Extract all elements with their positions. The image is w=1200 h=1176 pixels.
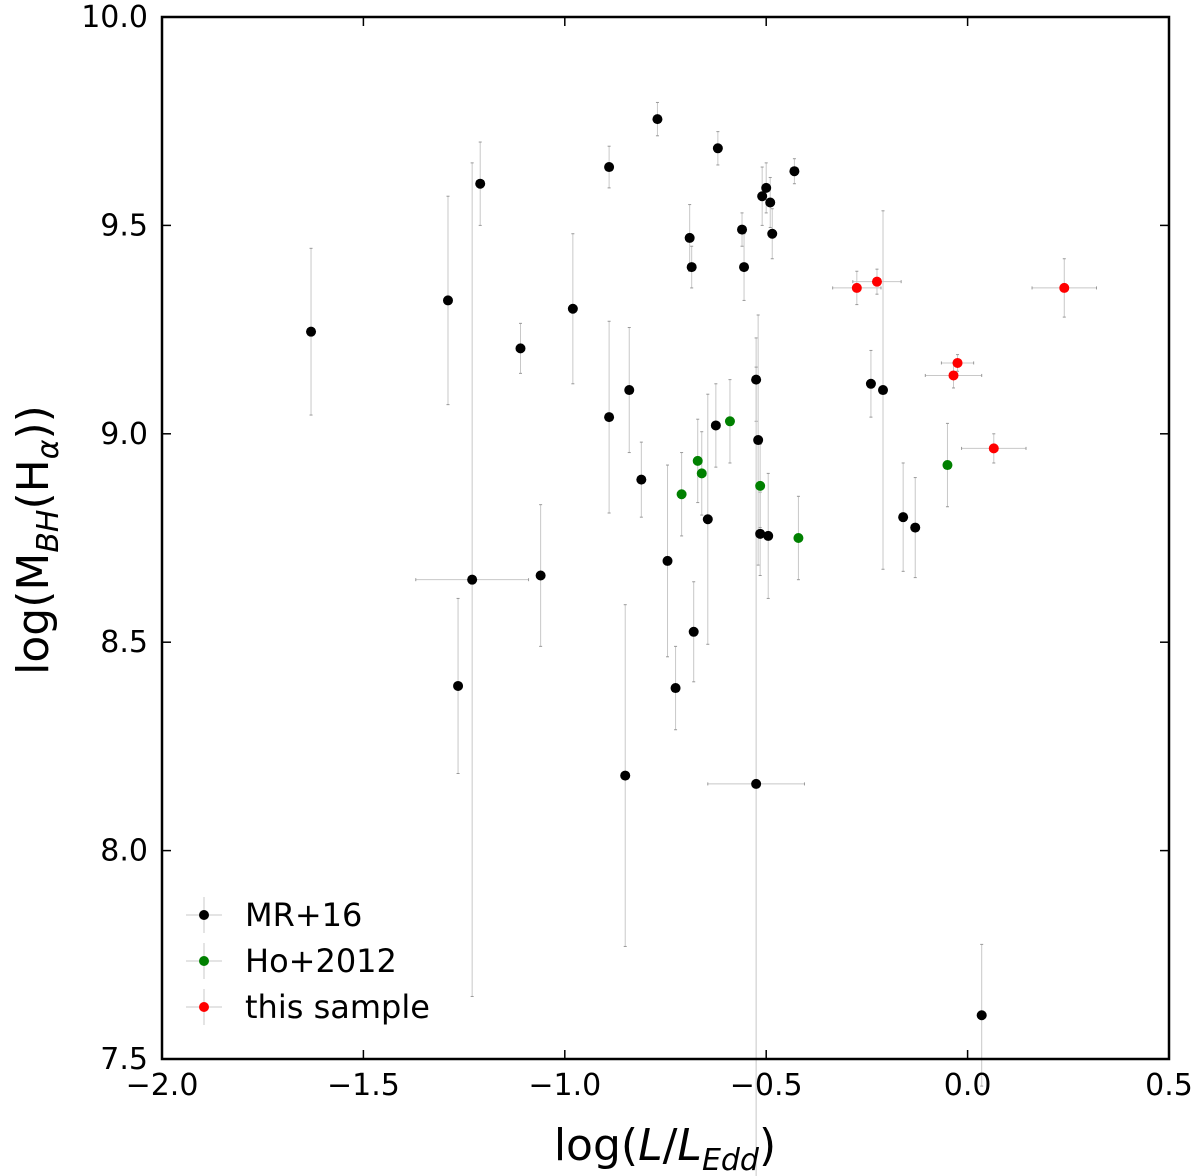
- data-point-this-sample: [948, 370, 959, 381]
- y-tick-label: 10.0: [81, 0, 148, 35]
- legend-marker: [199, 956, 209, 966]
- data-point-mr-16: [789, 166, 800, 177]
- axis-ticks: −2.0 −1.5 −1.0 −0.5 0.0 0.5 7.5 8.0 8.5 9.0 9.5 10.…: [81, 0, 1193, 1103]
- data-point-ho-2012: [692, 455, 703, 466]
- x-tick-label: 0.0: [944, 1068, 992, 1103]
- data-point-mr-16: [686, 262, 697, 273]
- data-point-mr-16: [702, 514, 713, 525]
- plot-frame: [160, 15, 1171, 1061]
- data-point-mr-16: [684, 232, 695, 243]
- data-point-mr-16: [475, 178, 486, 189]
- data-point-mr-16: [898, 512, 909, 523]
- data-point-this-sample: [988, 443, 999, 454]
- data-point-ho-2012: [755, 480, 766, 491]
- data-point-mr-16: [624, 385, 635, 396]
- legend: MR+16 Ho+2012 this sample: [186, 896, 430, 1026]
- data-point-mr-16: [604, 162, 615, 173]
- data-point-mr-16: [670, 683, 681, 694]
- points-layer: [306, 114, 1070, 1021]
- data-point-mr-16: [878, 385, 889, 396]
- data-point-mr-16: [636, 474, 647, 485]
- data-point-mr-16: [535, 570, 546, 581]
- data-point-mr-16: [763, 530, 774, 541]
- data-point-mr-16: [652, 114, 663, 125]
- x-tick-label: 0.5: [1145, 1068, 1193, 1103]
- data-point-this-sample: [871, 276, 882, 287]
- y-tick-label: 8.0: [100, 834, 148, 869]
- data-point-ho-2012: [696, 468, 707, 479]
- data-point-this-sample: [1059, 282, 1070, 293]
- data-point-mr-16: [751, 374, 762, 385]
- data-point-mr-16: [739, 262, 750, 273]
- data-point-ho-2012: [676, 489, 687, 500]
- data-point-mr-16: [688, 626, 699, 637]
- data-point-mr-16: [712, 143, 723, 154]
- data-point-ho-2012: [724, 416, 735, 427]
- data-point-mr-16: [662, 555, 673, 566]
- data-point-mr-16: [710, 420, 721, 431]
- data-point-ho-2012: [793, 533, 804, 543]
- data-point-mr-16: [753, 435, 764, 446]
- data-point-mr-16: [767, 228, 778, 239]
- legend-marker: [199, 1002, 209, 1012]
- x-tick-label: −1.0: [528, 1068, 601, 1103]
- legend-label: this sample: [245, 988, 430, 1026]
- data-point-mr-16: [620, 770, 631, 781]
- data-point-ho-2012: [942, 460, 953, 471]
- y-tick-label: 9.0: [100, 417, 148, 452]
- y-tick-label: 9.5: [100, 208, 148, 243]
- data-point-mr-16: [765, 197, 776, 208]
- data-point-mr-16: [751, 778, 762, 789]
- x-tick-label: −1.5: [327, 1068, 400, 1103]
- data-point-mr-16: [910, 522, 921, 533]
- data-point-mr-16: [755, 528, 766, 539]
- data-point-mr-16: [976, 1010, 987, 1021]
- legend-label: Ho+2012: [245, 942, 397, 980]
- data-point-mr-16: [306, 326, 317, 337]
- x-axis-label: log(L/LEdd): [554, 1120, 776, 1176]
- data-point-mr-16: [453, 680, 464, 691]
- x-tick-label: −2.0: [126, 1068, 199, 1103]
- y-axis-label: log(MBH(Hα)): [8, 405, 66, 675]
- data-point-this-sample: [952, 357, 963, 368]
- data-point-this-sample: [851, 282, 862, 293]
- legend-label: MR+16: [245, 896, 362, 934]
- data-point-mr-16: [467, 574, 478, 585]
- legend-marker: [199, 910, 209, 920]
- data-point-mr-16: [604, 412, 615, 423]
- data-point-mr-16: [761, 182, 772, 193]
- data-point-mr-16: [757, 191, 768, 202]
- data-point-mr-16: [737, 224, 748, 235]
- data-point-mr-16: [567, 303, 578, 314]
- y-tick-label: 7.5: [100, 1042, 148, 1077]
- data-point-mr-16: [442, 295, 453, 306]
- data-point-mr-16: [865, 378, 876, 389]
- x-tick-label: −0.5: [730, 1068, 803, 1103]
- data-point-mr-16: [515, 343, 526, 354]
- y-tick-label: 8.5: [100, 625, 148, 660]
